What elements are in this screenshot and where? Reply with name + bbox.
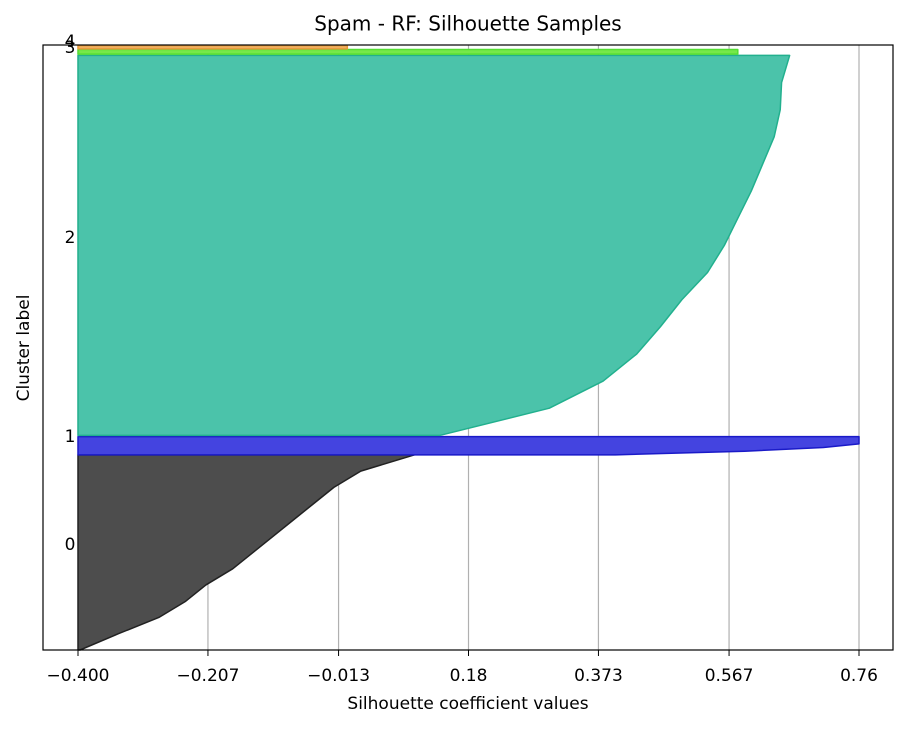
x-tick-label: 0.18 [450, 666, 488, 686]
cluster-label: 1 [65, 427, 76, 447]
cluster-label: 4 [65, 32, 76, 52]
plot: −0.400 −0.207 −0.013 0.18 0.373 0.567 0.76 0 1 2 3… [42, 32, 894, 686]
cluster-label: 3 [65, 38, 76, 58]
cluster-label: 2 [65, 228, 76, 248]
x-tick-label: −0.013 [307, 666, 370, 686]
cluster-label: 0 [65, 535, 76, 555]
chart-title: Spam - RF: Silhouette Samples [314, 12, 621, 36]
x-axis-label: Silhouette coefficient values [347, 694, 588, 714]
silhouette-area [77, 454, 416, 651]
silhouette-area [77, 48, 739, 55]
x-tick-label: 0.567 [705, 666, 754, 686]
x-tick-label: 0.76 [840, 666, 878, 686]
x-tick-label: −0.400 [47, 666, 110, 686]
y-axis-label: Cluster label [14, 295, 34, 402]
silhouette-area [77, 435, 860, 456]
silhouette-area [77, 54, 791, 437]
x-tick-label: 0.373 [574, 666, 623, 686]
silhouette-area [77, 44, 349, 50]
plot-frame [42, 44, 894, 651]
x-tick-label: −0.207 [176, 666, 239, 686]
